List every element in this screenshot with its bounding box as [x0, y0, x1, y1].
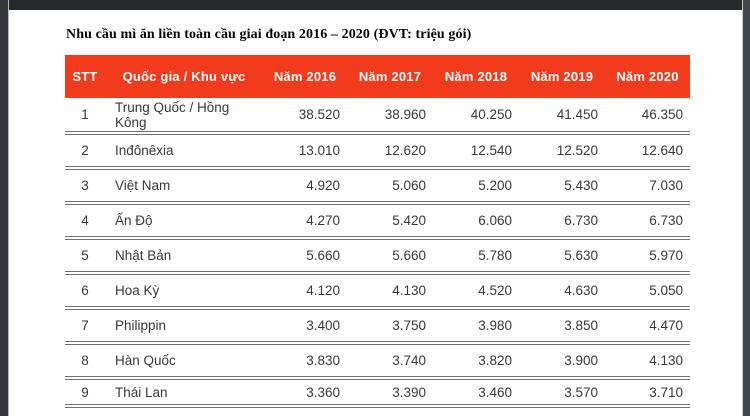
row-country: Việt Nam	[105, 168, 263, 205]
row-value-2016: 4.270	[263, 203, 347, 240]
row-country: Philippin	[105, 308, 263, 345]
row-value-2017: 12.620	[347, 133, 433, 170]
row-value-2020: 3.710	[605, 378, 690, 408]
row-value-2016: 13.010	[263, 133, 347, 170]
row-value-2019: 12.520	[519, 133, 605, 170]
row-value-2020: 4.470	[605, 308, 690, 345]
column-header-stt: STT	[65, 55, 105, 98]
row-value-2017: 3.740	[347, 343, 433, 380]
row-country: Ấn Độ	[105, 203, 263, 240]
row-value-2018: 3.460	[433, 378, 519, 408]
country-label: Thái Lan	[115, 384, 168, 400]
country-label: Inđônêxia	[115, 143, 174, 158]
country-label: Hoa Kỳ	[115, 283, 160, 298]
row-value-2016: 4.120	[263, 273, 347, 310]
row-stt: 3	[65, 168, 105, 205]
row-stt: 6	[65, 273, 105, 310]
table-row: 4 Ấn Độ 4.270 5.420 6.060 6.730 6.730	[65, 203, 690, 240]
row-value-2018: 40.250	[433, 98, 519, 135]
row-value-2017: 38.960	[347, 98, 433, 135]
row-value-2018: 5.780	[433, 238, 519, 275]
country-label: Philippin	[115, 318, 167, 333]
row-value-2019: 3.850	[519, 308, 605, 345]
row-stt: 5	[65, 238, 105, 275]
row-value-2018: 3.820	[433, 343, 519, 380]
row-value-2019: 5.430	[519, 168, 605, 205]
row-value-2017: 3.750	[347, 308, 433, 345]
row-value-2018: 3.980	[433, 308, 519, 345]
row-value-2020: 46.350	[605, 98, 690, 135]
row-value-2017: 5.660	[347, 238, 433, 275]
column-header-2017: Năm 2017	[347, 55, 433, 98]
column-header-2019: Năm 2019	[519, 55, 605, 98]
country-label: Việt Nam	[115, 178, 171, 193]
country-label: Nhật Bản	[115, 248, 172, 263]
row-value-2018: 12.540	[433, 133, 519, 170]
row-value-2020: 6.730	[605, 203, 690, 240]
document-page: Nhu cầu mì ăn liền toàn cầu giai đoạn 20…	[10, 10, 742, 416]
row-value-2020: 7.030	[605, 168, 690, 205]
table-row: 8 Hàn Quốc 3.830 3.740 3.820 3.900 4.130	[65, 343, 690, 380]
row-value-2016: 3.400	[263, 308, 347, 345]
row-country: Inđônêxia	[105, 133, 263, 170]
row-stt: 8	[65, 343, 105, 380]
row-value-2016: 3.830	[263, 343, 347, 380]
row-value-2017: 4.130	[347, 273, 433, 310]
row-value-2017: 5.420	[347, 203, 433, 240]
row-stt: 4	[65, 203, 105, 240]
column-header-country: Quốc gia / Khu vực	[105, 55, 263, 98]
row-value-2016: 4.920	[263, 168, 347, 205]
row-country: Hoa Kỳ	[105, 273, 263, 310]
row-value-2019: 4.630	[519, 273, 605, 310]
table-row: 3 Việt Nam 4.920 5.060 5.200 5.430 7.030	[65, 168, 690, 205]
row-value-2016: 38.520	[263, 98, 347, 135]
table-body: 1 Trung Quốc / Hồng Kông 38.520 38.960 4…	[65, 98, 690, 408]
row-value-2020: 5.970	[605, 238, 690, 275]
row-value-2017: 3.390	[347, 378, 433, 408]
row-value-2016: 5.660	[263, 238, 347, 275]
row-value-2018: 4.520	[433, 273, 519, 310]
row-value-2020: 5.050	[605, 273, 690, 310]
row-value-2019: 3.570	[519, 378, 605, 408]
row-stt: 9	[65, 378, 105, 408]
table-row: 9 Thái Lan 3.360 3.390 3.460 3.570 3.710	[65, 378, 690, 408]
viewer-left-edge	[0, 0, 9, 416]
table-row: 1 Trung Quốc / Hồng Kông 38.520 38.960 4…	[65, 98, 690, 135]
table-header-row: STT Quốc gia / Khu vực Năm 2016 Năm 2017…	[65, 55, 690, 98]
column-header-2018: Năm 2018	[433, 55, 519, 98]
row-country: Thái Lan	[105, 378, 263, 408]
row-value-2019: 41.450	[519, 98, 605, 135]
noodle-demand-table: STT Quốc gia / Khu vực Năm 2016 Năm 2017…	[65, 55, 690, 408]
row-country: Nhật Bản	[105, 238, 263, 275]
row-value-2020: 4.130	[605, 343, 690, 380]
table-row: 7 Philippin 3.400 3.750 3.980 3.850 4.47…	[65, 308, 690, 345]
row-stt: 1	[65, 98, 105, 135]
viewer-top-edge	[0, 0, 750, 10]
row-value-2020: 12.640	[605, 133, 690, 170]
row-country: Trung Quốc / Hồng Kông	[105, 98, 263, 135]
row-value-2016: 3.360	[263, 378, 347, 408]
column-header-2016: Năm 2016	[263, 55, 347, 98]
row-country: Hàn Quốc	[105, 343, 263, 380]
row-stt: 2	[65, 133, 105, 170]
row-value-2018: 6.060	[433, 203, 519, 240]
column-header-2020: Năm 2020	[605, 55, 690, 98]
viewer-right-edge	[742, 0, 750, 416]
row-value-2018: 5.200	[433, 168, 519, 205]
table-row: 6 Hoa Kỳ 4.120 4.130 4.520 4.630 5.050	[65, 273, 690, 310]
table-title: Nhu cầu mì ăn liền toàn cầu giai đoạn 20…	[66, 27, 472, 42]
row-value-2019: 5.630	[519, 238, 605, 275]
table-row: 5 Nhật Bản 5.660 5.660 5.780 5.630 5.970	[65, 238, 690, 275]
country-label: Hàn Quốc	[115, 353, 176, 368]
row-stt: 7	[65, 308, 105, 345]
row-value-2017: 5.060	[347, 168, 433, 205]
row-value-2019: 6.730	[519, 203, 605, 240]
row-value-2019: 3.900	[519, 343, 605, 380]
table-row: 2 Inđônêxia 13.010 12.620 12.540 12.520 …	[65, 133, 690, 170]
country-label: Ấn Độ	[115, 213, 153, 228]
country-label: Trung Quốc / Hồng Kông	[115, 99, 230, 130]
